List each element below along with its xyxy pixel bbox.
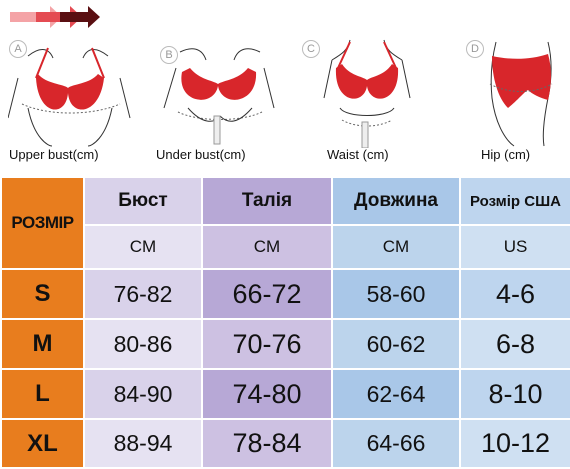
unit-row: CM CM CM US xyxy=(1,224,570,270)
table-row: M 80-86 70-76 60-62 6-8 xyxy=(0,318,570,370)
header-row: РОЗМІР Бюст Талія Довжина Розмір США xyxy=(0,176,570,270)
length-value: 62-64 xyxy=(331,368,461,420)
caption-upper-bust: Upper bust(cm) xyxy=(9,147,99,162)
bust-value: 80-86 xyxy=(83,318,203,370)
size-header-cell: РОЗМІР xyxy=(0,176,85,270)
caption-under-bust: Under bust(cm) xyxy=(156,147,246,162)
column-header-bust: Бюст xyxy=(83,176,203,226)
bust-value: 76-82 xyxy=(83,268,203,320)
label-letter-d: D xyxy=(466,40,484,58)
us-size-value: 6-8 xyxy=(459,318,570,370)
unit-length: CM xyxy=(331,224,461,270)
label-letter-a: A xyxy=(9,40,27,58)
waist-value: 66-72 xyxy=(201,268,333,320)
arrows-icon xyxy=(10,6,100,28)
us-size-value: 8-10 xyxy=(459,368,570,420)
size-cell: M xyxy=(0,318,85,370)
size-chart-table: РОЗМІР Бюст Талія Довжина Розмір США CM … xyxy=(0,176,570,469)
waist-icon xyxy=(323,39,411,149)
size-cell: L xyxy=(0,368,85,420)
waist-value: 74-80 xyxy=(201,368,333,420)
caption-hip: Hip (cm) xyxy=(481,147,531,162)
label-letter-c: C xyxy=(302,40,320,58)
illustration-under-bust xyxy=(158,38,283,153)
us-size-value: 4-6 xyxy=(459,268,570,320)
column-header-waist: Талія xyxy=(201,176,333,226)
table-row: L 84-90 74-80 62-64 8-10 xyxy=(0,368,570,420)
length-value: 58-60 xyxy=(331,268,461,320)
size-cell: S xyxy=(0,268,85,320)
hip-icon xyxy=(489,41,553,147)
unit-waist: CM xyxy=(201,224,333,270)
illustration-hip xyxy=(478,38,563,153)
column-header-length: Довжина xyxy=(331,176,461,226)
label-letter-b: B xyxy=(160,46,178,64)
table-row: XL 88-94 78-84 64-66 10-12 xyxy=(0,418,570,469)
bust-value: 84-90 xyxy=(83,368,203,420)
size-cell: XL xyxy=(0,418,85,469)
under-bust-icon xyxy=(163,48,275,145)
length-value: 64-66 xyxy=(331,418,461,469)
caption-waist: Waist (cm) xyxy=(327,147,389,162)
column-header-us-size: Розмір США xyxy=(459,176,570,226)
illustration-waist xyxy=(312,38,422,153)
illustration-strip: A Upper bust(cm) B Under bust(cm) C Wais… xyxy=(0,0,570,176)
bust-value: 88-94 xyxy=(83,418,203,469)
length-value: 60-62 xyxy=(331,318,461,370)
table-row: S 76-82 66-72 58-60 4-6 xyxy=(0,268,570,320)
upper-bust-icon xyxy=(7,47,131,147)
waist-value: 78-84 xyxy=(201,418,333,469)
waist-value: 70-76 xyxy=(201,318,333,370)
unit-us-size: US xyxy=(459,224,570,270)
illustration-upper-bust xyxy=(7,38,133,153)
unit-bust: CM xyxy=(83,224,203,270)
us-size-value: 10-12 xyxy=(459,418,570,469)
